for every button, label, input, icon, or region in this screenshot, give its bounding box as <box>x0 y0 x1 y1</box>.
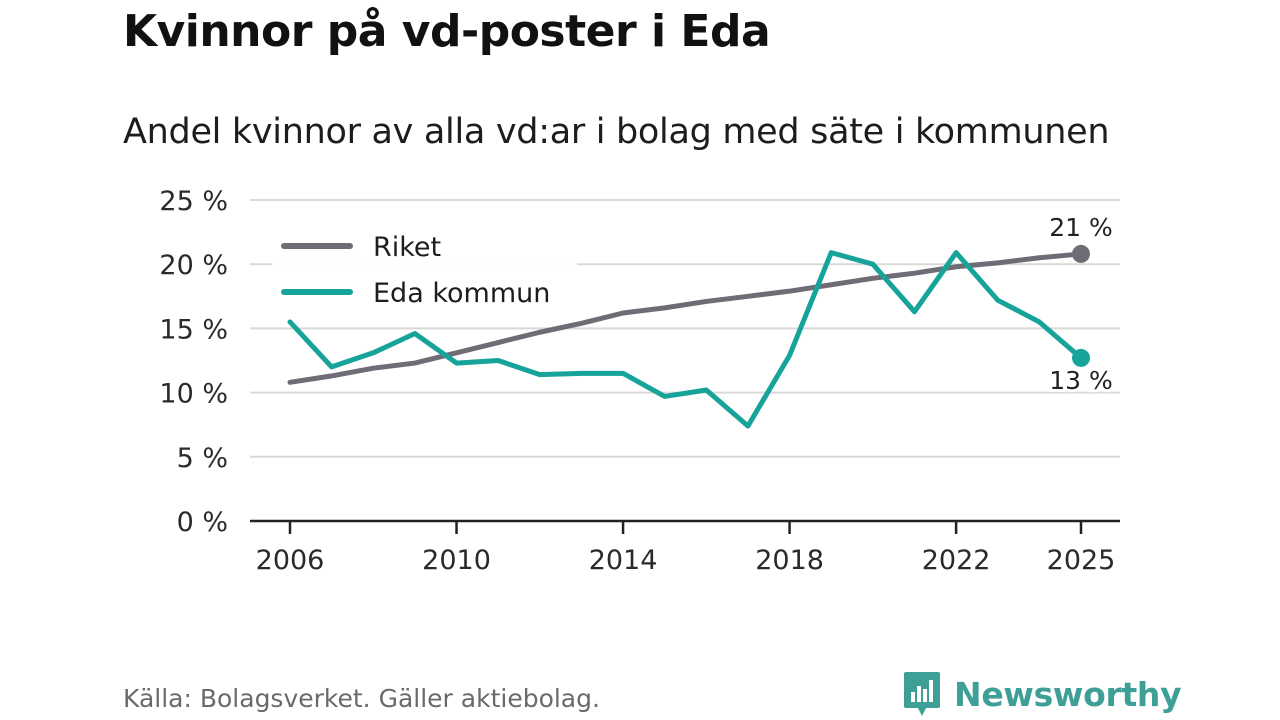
data-point <box>912 309 917 314</box>
data-point <box>579 371 584 376</box>
data-point <box>537 372 542 377</box>
data-point <box>829 250 834 255</box>
data-point <box>537 330 542 335</box>
brand-name: Newsworthy <box>954 674 1182 714</box>
legend: Riket Eda kommun <box>272 220 577 318</box>
data-point <box>954 264 959 269</box>
data-point <box>579 321 584 326</box>
data-point <box>912 271 917 276</box>
data-point <box>288 319 292 324</box>
data-point <box>704 388 709 393</box>
legend-background <box>272 220 577 318</box>
x-tick-label: 2014 <box>589 545 658 576</box>
data-point <box>870 276 875 281</box>
data-point <box>1037 319 1042 324</box>
series-line-riket <box>287 251 1084 385</box>
data-point <box>412 331 417 336</box>
data-point <box>371 350 376 355</box>
legend-label-eda: Eda kommun <box>373 278 550 309</box>
chart-title: Kvinnor på vd-poster i Eda <box>123 6 771 57</box>
data-point <box>288 380 292 385</box>
series-line-eda <box>287 250 1084 429</box>
data-point <box>787 289 792 294</box>
data-point <box>954 250 959 255</box>
x-axis: 2006 2010 2014 2018 2022 2025 <box>250 519 1120 576</box>
y-tick-label: 15 % <box>159 314 228 345</box>
data-point <box>329 364 334 369</box>
brand-logo: Newsworthy <box>902 670 1182 718</box>
data-point <box>662 394 667 399</box>
data-point <box>454 350 459 355</box>
data-point <box>995 260 1000 265</box>
y-axis: 0 % 5 % 10 % 15 % 20 % 25 % <box>159 186 228 538</box>
data-point <box>496 340 501 345</box>
chart-subtitle: Andel kvinnor av alla vd:ar i bolag med … <box>123 112 1110 152</box>
y-tick-label: 25 % <box>159 186 228 217</box>
data-point <box>412 361 417 366</box>
data-point <box>995 298 1000 303</box>
data-point <box>1037 255 1042 260</box>
data-point <box>829 282 834 287</box>
data-point <box>704 299 709 304</box>
end-label-riket: 21 % <box>1049 213 1113 242</box>
data-point <box>621 371 626 376</box>
x-tick-label: 2010 <box>422 545 491 576</box>
data-point <box>496 358 501 363</box>
y-tick-label: 5 % <box>177 443 228 474</box>
newsworthy-logo-icon <box>904 672 940 716</box>
data-point <box>329 373 334 378</box>
source-note: Källa: Bolagsverket. Gäller aktiebolag. <box>123 684 600 713</box>
x-tick-label: 2018 <box>755 545 824 576</box>
data-point <box>621 310 626 315</box>
x-tick-label: 2006 <box>256 545 325 576</box>
series <box>287 244 1090 429</box>
x-tick-label: 2022 <box>922 545 991 576</box>
data-point <box>745 423 750 428</box>
data-point <box>662 305 667 310</box>
data-point <box>454 361 459 366</box>
y-tick-label: 10 % <box>159 379 228 410</box>
data-point <box>787 353 792 358</box>
x-tick-label: 2025 <box>1047 545 1116 576</box>
data-point <box>745 294 750 299</box>
end-point-marker <box>1072 348 1090 367</box>
data-point <box>371 366 376 371</box>
end-point-marker <box>1072 244 1090 263</box>
y-tick-label: 0 % <box>177 507 228 538</box>
legend-label-riket: Riket <box>373 232 441 263</box>
end-label-eda: 13 % <box>1049 366 1113 395</box>
y-tick-label: 20 % <box>159 250 228 281</box>
data-point <box>870 262 875 267</box>
end-labels: 21 % 13 % <box>1046 210 1116 398</box>
